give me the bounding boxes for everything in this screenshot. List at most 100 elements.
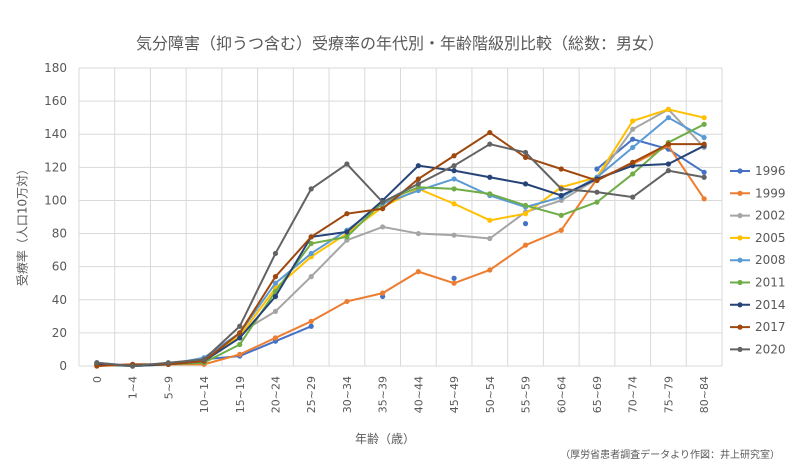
data-point-2017: [665, 141, 672, 147]
data-point-2002: [380, 224, 386, 230]
data-point-2017: [237, 330, 243, 336]
data-point-2017: [522, 154, 529, 160]
legend-marker-2011: [737, 279, 743, 286]
data-point-2008: [308, 250, 314, 257]
data-point-1999: [701, 196, 707, 202]
data-point-1999: [415, 269, 421, 275]
x-tick-label: 75~79: [662, 376, 675, 413]
data-point-2020: [94, 360, 100, 366]
data-point-1996: [308, 323, 314, 329]
data-point-2011: [344, 234, 350, 240]
x-tick-label: 25~29: [305, 376, 318, 413]
y-tick-label: 20: [52, 326, 67, 340]
legend-label: 1996: [755, 164, 786, 178]
data-point-2017: [594, 177, 600, 184]
data-point-2020: [344, 161, 350, 167]
data-point-2017: [558, 166, 564, 172]
x-tick-label: 0: [91, 376, 104, 383]
x-tick-label: 20~24: [269, 376, 282, 413]
data-point-1999: [522, 242, 529, 248]
data-point-2014: [237, 335, 243, 341]
source-note: （厚労省患者調査データより作図：井上研究室）: [560, 450, 780, 461]
data-point-2014: [487, 174, 493, 180]
x-tick-label: 45~49: [448, 376, 461, 413]
x-tick-label: 30~34: [341, 376, 354, 413]
y-tick-label: 60: [52, 260, 67, 274]
legend-label: 2002: [755, 209, 786, 223]
x-tick-label: 10~14: [198, 376, 211, 413]
data-point-2011: [237, 341, 243, 348]
data-point-2020: [308, 186, 314, 192]
data-point-2014: [665, 161, 672, 167]
y-tick-label: 0: [59, 359, 67, 373]
data-point-1999: [308, 318, 314, 324]
data-point-2014: [415, 163, 421, 169]
data-point-2014: [522, 181, 529, 187]
y-tick-label: 140: [44, 127, 67, 141]
data-point-2011: [558, 212, 564, 218]
data-point-2020: [630, 194, 636, 200]
data-point-2008: [272, 280, 279, 286]
legend-label: 1999: [755, 186, 786, 200]
x-tick-label: 5~9: [162, 376, 175, 399]
data-point-2017: [451, 153, 457, 159]
data-point-2005: [630, 118, 636, 124]
legend-marker-2008: [737, 257, 743, 263]
data-point-2005: [487, 217, 493, 223]
data-point-2005: [701, 115, 707, 121]
data-point-2017: [415, 176, 421, 182]
x-tick-label: 55~59: [520, 376, 533, 413]
data-point-2014: [451, 168, 457, 174]
data-point-2020: [558, 186, 564, 192]
series-line-2008: [96, 116, 705, 368]
data-point-2008: [701, 134, 707, 141]
data-point-2008: [665, 115, 672, 121]
chart-title: 気分障害（抑うつ含む）受療率の年代別・年齢階級別比較（総数：男女）: [135, 34, 664, 53]
legend-marker-2002: [737, 213, 743, 219]
data-point-2020: [380, 199, 386, 205]
data-point-2005: [451, 201, 457, 207]
data-point-2008: [451, 176, 457, 182]
data-point-1999: [237, 351, 243, 358]
data-point-1999: [380, 290, 386, 296]
data-point-2017: [701, 141, 707, 147]
data-point-2020: [129, 363, 136, 369]
y-tick-label: 180: [44, 61, 67, 75]
data-point-2017: [272, 274, 279, 280]
y-tick-label: 80: [52, 227, 67, 241]
data-point-1999: [272, 335, 279, 341]
legend-marker-1996: [737, 168, 743, 174]
data-point-2011: [522, 202, 529, 209]
x-axis-label: 年齢（歳）: [354, 432, 415, 446]
legend-label: 2008: [755, 253, 786, 267]
data-point-1996: [451, 275, 457, 281]
data-point-2020: [451, 163, 457, 169]
data-point-1999: [487, 267, 493, 273]
data-point-2014: [344, 229, 350, 235]
data-point-2008: [630, 144, 636, 151]
data-point-1996: [522, 221, 529, 227]
data-point-2011: [630, 171, 636, 177]
data-point-2002: [451, 232, 457, 238]
data-point-2020: [415, 181, 421, 187]
data-point-2020: [665, 168, 672, 174]
x-tick-label: 50~54: [484, 376, 497, 413]
data-point-2017: [487, 129, 493, 136]
x-tick-label: 70~74: [627, 376, 640, 413]
x-tick-label: 80~84: [698, 376, 711, 413]
data-point-2005: [522, 211, 529, 217]
data-point-2020: [522, 149, 529, 156]
x-tick-label: 65~69: [591, 376, 604, 413]
data-point-2017: [630, 159, 636, 165]
data-point-1996: [701, 169, 707, 175]
data-point-2020: [272, 250, 279, 257]
data-point-2017: [308, 234, 314, 240]
data-point-1996: [594, 166, 600, 172]
x-tick-label: 15~19: [234, 376, 247, 413]
data-point-2002: [487, 235, 493, 242]
data-point-2020: [594, 189, 600, 195]
data-point-1999: [558, 227, 564, 233]
data-point-2014: [272, 293, 279, 300]
x-tick-label: 35~39: [377, 376, 390, 413]
